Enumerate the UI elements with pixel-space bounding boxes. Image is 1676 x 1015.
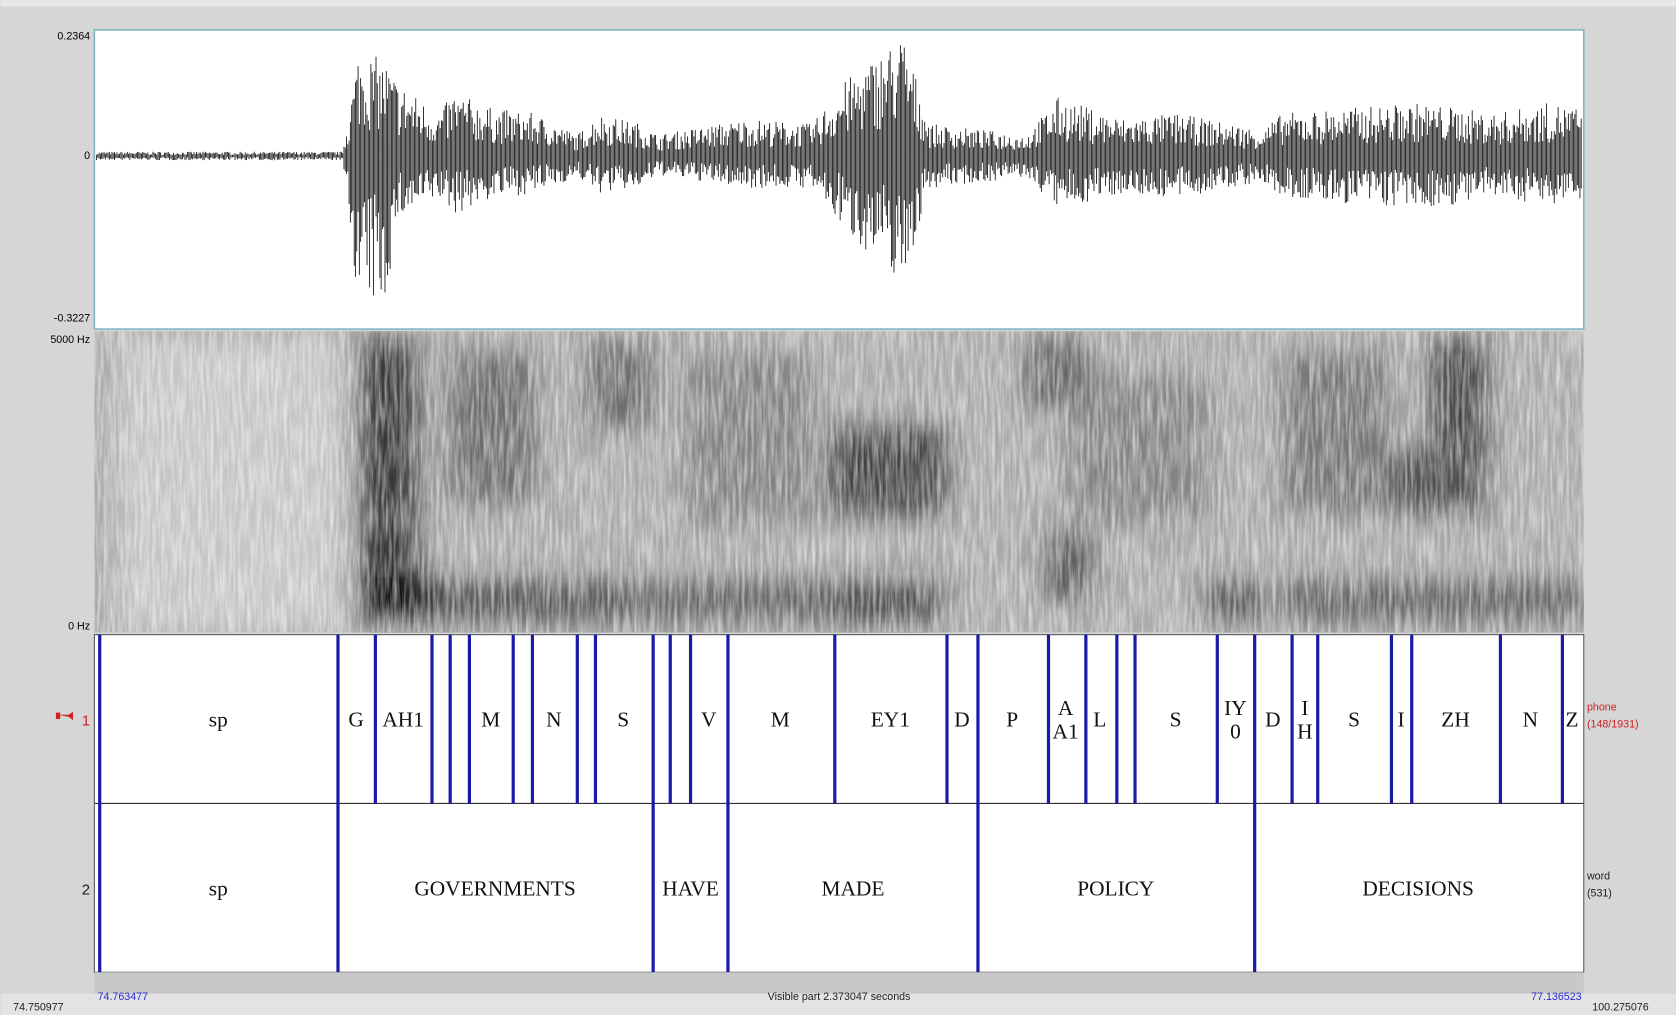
waveform-min: -0.3227 <box>54 313 90 325</box>
interval-label: D <box>954 708 969 732</box>
interval-label: G <box>348 708 363 732</box>
interval-label: AH1 <box>382 708 424 732</box>
tier-name: word <box>1586 870 1610 882</box>
interval-label: Z <box>1565 708 1578 732</box>
interval-label: sp <box>209 876 228 900</box>
interval-label: N <box>1523 708 1538 732</box>
spectrogram-top: 5000 Hz <box>50 334 90 346</box>
interval-label: GOVERNMENTS <box>414 876 575 900</box>
interval-label: P <box>1006 708 1018 732</box>
interval-label: DECISIONS <box>1362 876 1474 900</box>
textgrid-editor: 0.2364 0 -0.3227 5000 Hz 0 Hz 1 phone (148… <box>0 0 1676 1015</box>
interval-label: MADE <box>822 876 885 900</box>
interval-label: S <box>1348 708 1360 732</box>
tier-count: (531) <box>1587 887 1612 899</box>
interval-label: A <box>1058 696 1074 720</box>
interval-label: L <box>1093 708 1106 732</box>
interval-label: M <box>771 708 790 732</box>
interval-label: H <box>1297 719 1312 743</box>
waveform-zero: 0 <box>84 150 90 162</box>
spectrogram-bottom: 0 Hz <box>68 620 90 632</box>
interval-label: HAVE <box>662 876 719 900</box>
interval-label: A1 <box>1053 719 1079 743</box>
tier-count: (148/1931) <box>1587 719 1639 731</box>
visible-end: 77.136523 <box>1531 991 1582 1003</box>
interval-label: N <box>546 708 561 732</box>
interval-label: I <box>1301 696 1308 720</box>
waveform-max: 0.2364 <box>57 31 90 43</box>
window-end: 100.275076 <box>1592 1002 1648 1014</box>
top-strip <box>0 0 1675 6</box>
spectrogram <box>94 331 1583 632</box>
interval-label: S <box>617 708 629 732</box>
interval-label: sp <box>209 708 228 732</box>
interval-label: EY1 <box>871 708 910 732</box>
interval-label: POLICY <box>1077 876 1154 900</box>
interval-label: M <box>481 708 500 732</box>
tier-number: 2 <box>82 881 90 898</box>
interval-label: V <box>701 708 717 732</box>
interval-label: 0 <box>1230 719 1241 743</box>
interval-label: D <box>1265 708 1280 732</box>
page: { "waveform": {"max_label": "0.2364", "z… <box>0 0 1676 1015</box>
tier-name: phone <box>1587 702 1617 714</box>
interval-label: I <box>1397 708 1404 732</box>
visible-start: 74.763477 <box>98 991 149 1003</box>
tier-number: 1 <box>82 712 90 729</box>
window-start: 74.750977 <box>13 1002 64 1014</box>
spectrogram-texture <box>94 331 1583 632</box>
visible-part: Visible part 2.373047 seconds <box>768 991 911 1003</box>
interval-label: ZH <box>1441 708 1469 732</box>
interval-label: S <box>1170 708 1182 732</box>
interval-label: IY <box>1224 696 1247 720</box>
